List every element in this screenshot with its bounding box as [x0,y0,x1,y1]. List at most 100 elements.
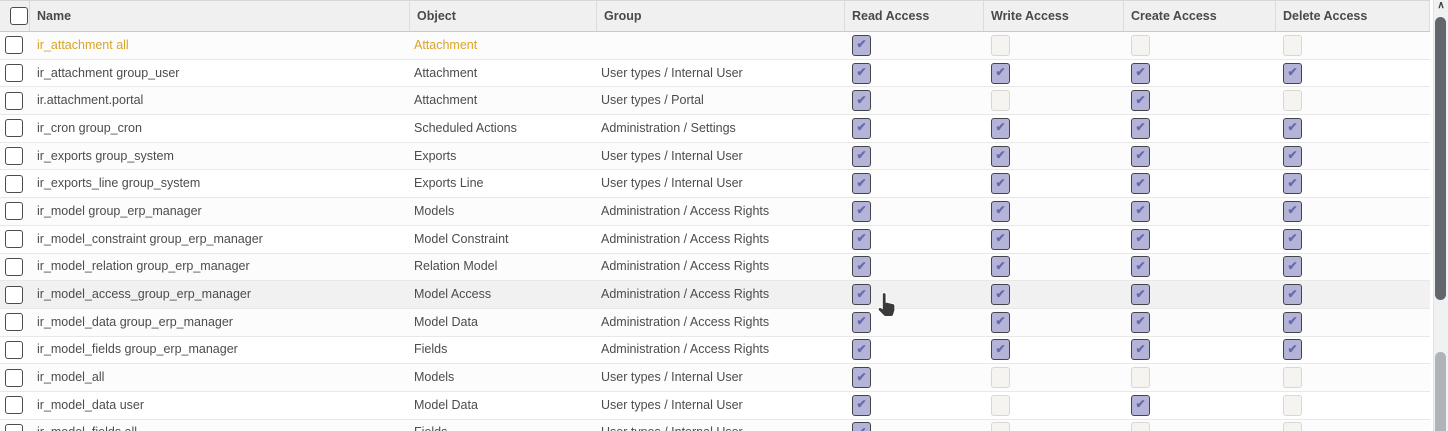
read-access-checkbox[interactable]: ✔ [852,394,871,416]
delete-access-checkbox[interactable]: ✔ [1283,394,1302,416]
create-access-checkbox[interactable]: ✔ [1131,284,1150,306]
read-access-checkbox[interactable]: ✔ [852,145,871,167]
row-select-checkbox[interactable] [5,64,23,83]
delete-access-checkbox[interactable]: ✔ [1283,200,1302,222]
read-access-checkbox[interactable]: ✔ [852,256,871,278]
write-access-checkbox[interactable]: ✔ [991,34,1010,56]
read-access-checkbox[interactable]: ✔ [852,62,871,84]
table-row[interactable]: ir_model_data group_erp_manager Model Da… [0,308,1430,337]
row-select-checkbox[interactable] [5,257,23,276]
read-access-checkbox[interactable]: ✔ [852,311,871,333]
create-access-checkbox[interactable]: ✔ [1131,145,1150,167]
write-access-checkbox[interactable]: ✔ [991,117,1010,139]
read-access-checkbox[interactable]: ✔ [852,228,871,250]
create-access-checkbox[interactable]: ✔ [1131,90,1150,112]
column-header-read-access[interactable]: Read Access [845,1,984,31]
read-access-checkbox[interactable]: ✔ [852,339,871,361]
create-access-checkbox[interactable]: ✔ [1131,34,1150,56]
delete-access-checkbox[interactable]: ✔ [1283,117,1302,139]
delete-access-checkbox[interactable]: ✔ [1283,339,1302,361]
row-select-checkbox[interactable] [5,202,23,221]
create-access-checkbox[interactable]: ✔ [1131,173,1150,195]
delete-access-checkbox[interactable]: ✔ [1283,311,1302,333]
create-access-checkbox[interactable]: ✔ [1131,117,1150,139]
write-access-checkbox[interactable]: ✔ [991,422,1010,431]
row-select-checkbox[interactable] [5,91,23,110]
table-row[interactable]: ir_model_constraint group_erp_manager Mo… [0,225,1430,254]
table-row[interactable]: ir_exports group_system Exports User typ… [0,142,1430,171]
write-access-checkbox[interactable]: ✔ [991,367,1010,389]
create-access-checkbox[interactable]: ✔ [1131,256,1150,278]
write-access-checkbox[interactable]: ✔ [991,62,1010,84]
row-select-checkbox[interactable] [5,313,23,332]
create-access-checkbox[interactable]: ✔ [1131,394,1150,416]
row-select-checkbox[interactable] [5,285,23,304]
delete-access-checkbox[interactable]: ✔ [1283,422,1302,431]
table-row[interactable]: ir_model_fields group_erp_manager Fields… [0,336,1430,365]
delete-access-checkbox[interactable]: ✔ [1283,173,1302,195]
delete-access-checkbox[interactable]: ✔ [1283,62,1302,84]
row-select-checkbox[interactable] [5,396,23,415]
row-select-checkbox[interactable] [5,368,23,387]
delete-access-checkbox[interactable]: ✔ [1283,284,1302,306]
write-access-checkbox[interactable]: ✔ [991,228,1010,250]
row-select-checkbox[interactable] [5,340,23,359]
create-access-checkbox[interactable]: ✔ [1131,422,1150,431]
read-access-checkbox[interactable]: ✔ [852,34,871,56]
row-select-checkbox[interactable] [5,119,23,138]
select-all-checkbox[interactable] [10,7,28,25]
delete-access-checkbox[interactable]: ✔ [1283,90,1302,112]
delete-access-checkbox[interactable]: ✔ [1283,228,1302,250]
row-select-checkbox[interactable] [5,36,23,55]
row-select-checkbox[interactable] [5,423,23,431]
column-header-create-access[interactable]: Create Access [1124,1,1276,31]
write-access-checkbox[interactable]: ✔ [991,339,1010,361]
create-access-checkbox[interactable]: ✔ [1131,339,1150,361]
read-access-checkbox[interactable]: ✔ [852,117,871,139]
table-row[interactable]: ir_model_fields all Fields User types / … [0,419,1430,431]
delete-access-checkbox[interactable]: ✔ [1283,256,1302,278]
create-access-checkbox[interactable]: ✔ [1131,62,1150,84]
write-access-checkbox[interactable]: ✔ [991,173,1010,195]
table-row[interactable]: ir_cron group_cron Scheduled Actions Adm… [0,115,1430,143]
column-header-delete-access[interactable]: Delete Access [1276,1,1430,31]
write-access-checkbox[interactable]: ✔ [991,256,1010,278]
row-select-checkbox[interactable] [5,174,23,193]
write-access-checkbox[interactable]: ✔ [991,394,1010,416]
delete-access-checkbox[interactable]: ✔ [1283,367,1302,389]
scrollbar-thumb[interactable] [1435,17,1446,300]
read-access-checkbox[interactable]: ✔ [852,173,871,195]
scroll-up-arrow-icon[interactable]: ∧ [1437,0,1445,11]
read-access-checkbox[interactable]: ✔ [852,90,871,112]
table-row[interactable]: ir_attachment all Attachment ✔ ✔ ✔ ✔ [0,32,1430,60]
table-row[interactable]: ir_attachment group_user Attachment User… [0,59,1430,88]
write-access-checkbox[interactable]: ✔ [991,90,1010,112]
column-header-name[interactable]: Name [30,1,410,31]
write-access-checkbox[interactable]: ✔ [991,284,1010,306]
table-row[interactable]: ir_model_access_group_erp_manager Model … [0,281,1430,309]
table-row[interactable]: ir_model_data user Model Data User types… [0,391,1430,420]
read-access-checkbox[interactable]: ✔ [852,367,871,389]
read-access-checkbox[interactable]: ✔ [852,200,871,222]
column-header-group[interactable]: Group [597,1,845,31]
create-access-checkbox[interactable]: ✔ [1131,311,1150,333]
column-header-write-access[interactable]: Write Access [984,1,1124,31]
delete-access-checkbox[interactable]: ✔ [1283,145,1302,167]
table-row[interactable]: ir_exports_line group_system Exports Lin… [0,170,1430,199]
column-header-object[interactable]: Object [410,1,597,31]
create-access-checkbox[interactable]: ✔ [1131,228,1150,250]
table-row[interactable]: ir_model_all Models User types / Interna… [0,364,1430,392]
create-access-checkbox[interactable]: ✔ [1131,367,1150,389]
read-access-checkbox[interactable]: ✔ [852,422,871,431]
write-access-checkbox[interactable]: ✔ [991,145,1010,167]
table-row[interactable]: ir.attachment.portal Attachment User typ… [0,87,1430,116]
write-access-checkbox[interactable]: ✔ [991,311,1010,333]
table-row[interactable]: ir_model_relation group_erp_manager Rela… [0,253,1430,282]
table-row[interactable]: ir_model group_erp_manager Models Admini… [0,198,1430,226]
delete-access-checkbox[interactable]: ✔ [1283,34,1302,56]
read-access-checkbox[interactable]: ✔ [852,284,871,306]
scrollbar-secondary-thumb[interactable] [1435,352,1446,431]
row-select-checkbox[interactable] [5,230,23,249]
vertical-scrollbar[interactable]: ∧ [1433,0,1448,431]
row-select-checkbox[interactable] [5,147,23,166]
